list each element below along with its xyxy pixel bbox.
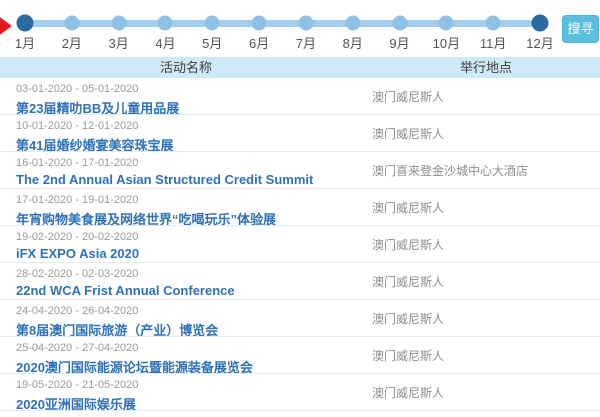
timeline-month-label[interactable]: 4月	[155, 36, 176, 51]
event-name-link[interactable]: 2020澳门国际能源论坛暨能源装备展览会	[16, 360, 253, 373]
timeline-dot-2月[interactable]	[64, 15, 80, 31]
timeline-month-label[interactable]: 3月	[108, 36, 129, 51]
red-arrow-icon	[0, 15, 12, 37]
table-row: 19-02-2020 - 20-02-2020 iFX EXPO Asia 202…	[0, 226, 600, 263]
timeline-dot-11月[interactable]	[485, 15, 501, 31]
timeline-dot-3月[interactable]	[111, 15, 127, 31]
event-venue: 澳门威尼斯人	[372, 200, 445, 215]
timeline-month-label[interactable]: 1月	[14, 36, 36, 51]
event-venue: 澳门威尼斯人	[372, 348, 445, 363]
table-header-row: 活动名称 举行地点	[0, 57, 600, 78]
table-row: 19-05-2020 - 21-05-2020 2020亚洲国际娱乐展 澳门威尼斯人	[0, 374, 600, 411]
event-venue: 澳门威尼斯人	[372, 311, 445, 326]
event-name-link[interactable]: iFX EXPO Asia 2020	[16, 246, 140, 261]
table-row: 10-01-2020 - 12-01-2020 第41届婚纱婚宴美容珠宝展 澳门威尼…	[0, 115, 600, 152]
event-name-link[interactable]: 第41届婚纱婚宴美容珠宝展	[16, 138, 174, 151]
event-name-link[interactable]: 年宵购物美食展及网络世界“吃喝玩乐”体验展	[16, 212, 277, 225]
event-venue: 澳门威尼斯人	[372, 89, 445, 104]
event-dates: 10-01-2020 - 12-01-2020	[16, 120, 139, 132]
timeline-month-label[interactable]: 11月	[479, 36, 507, 51]
timeline-dot-4月[interactable]	[157, 15, 173, 31]
timeline-dot-10月[interactable]	[438, 15, 454, 31]
table-row: 28-02-2020 - 02-03-2020 22nd WCA Frist An…	[0, 263, 600, 300]
timeline-dot-7月[interactable]	[298, 15, 314, 31]
month-timeline: 1月 2月 3月 4月 5月 6月 7月 8月 9月 10月 11月 12月 搜寻	[0, 0, 600, 57]
timeline-month-label[interactable]: 5月	[202, 36, 223, 51]
event-dates: 17-01-2020 - 19-01-2020	[16, 194, 139, 206]
search-button[interactable]: 搜寻	[562, 15, 599, 43]
timeline-dot-6月[interactable]	[251, 15, 267, 31]
table-row: 03-01-2020 - 05-01-2020 第23届精叻BB及儿童用品展 澳门威…	[0, 78, 600, 115]
timeline-track	[25, 20, 540, 27]
timeline-dot-5月[interactable]	[204, 15, 220, 31]
timeline-dot-1月[interactable]	[16, 14, 34, 32]
event-venue: 澳门威尼斯人	[372, 385, 445, 400]
event-venue: 澳门威尼斯人	[372, 274, 445, 289]
timeline-month-label[interactable]: 8月	[342, 36, 363, 51]
event-dates: 19-02-2020 - 20-02-2020	[16, 231, 139, 243]
event-venue: 澳门喜来登金沙城中心大酒店	[372, 163, 529, 178]
table-row: 24-04-2020 - 26-04-2020 第8届澳门国际旅游（产业）博览会 澳…	[0, 300, 600, 337]
event-dates: 03-01-2020 - 05-01-2020	[16, 83, 139, 95]
timeline-dot-12月[interactable]	[531, 14, 549, 32]
timeline-month-label[interactable]: 7月	[295, 36, 317, 51]
events-table: 活动名称 举行地点 03-01-2020 - 05-01-2020 第23届精叻B…	[0, 57, 600, 411]
table-row: 17-01-2020 - 19-01-2020 年宵购物美食展及网络世界“吃喝玩乐…	[0, 189, 600, 226]
event-name-link[interactable]: The 2nd Annual Asian Structured Credit S…	[16, 172, 314, 187]
timeline-month-label[interactable]: 12月	[526, 36, 554, 51]
event-dates: 28-02-2020 - 02-03-2020	[16, 268, 139, 280]
timeline-dot-9月[interactable]	[392, 15, 408, 31]
column-header-event-name: 活动名称	[159, 60, 212, 75]
timeline-month-label[interactable]: 10月	[432, 36, 461, 51]
event-name-link[interactable]: 第23届精叻BB及儿童用品展	[16, 101, 180, 114]
table-body: 03-01-2020 - 05-01-2020 第23届精叻BB及儿童用品展 澳门威…	[0, 78, 600, 411]
event-name-link[interactable]: 22nd WCA Frist Annual Conference	[16, 283, 235, 298]
timeline-month-label[interactable]: 2月	[61, 36, 82, 51]
event-dates: 16-01-2020 - 17-01-2020	[16, 157, 139, 169]
table-row: 16-01-2020 - 17-01-2020 The 2nd Annual As…	[0, 152, 600, 189]
timeline-month-label[interactable]: 6月	[248, 36, 270, 51]
event-venue: 澳门威尼斯人	[372, 237, 445, 252]
event-dates: 25-04-2020 - 27-04-2020	[16, 342, 139, 354]
column-header-venue: 举行地点	[459, 60, 512, 75]
timeline-month-label[interactable]: 9月	[389, 36, 410, 51]
event-dates: 24-04-2020 - 26-04-2020	[16, 305, 139, 317]
event-name-link[interactable]: 第8届澳门国际旅游（产业）博览会	[16, 323, 219, 336]
timeline-dot-8月[interactable]	[345, 15, 361, 31]
event-dates: 19-05-2020 - 21-05-2020	[16, 379, 139, 391]
event-name-link[interactable]: 2020亚洲国际娱乐展	[16, 397, 136, 410]
event-venue: 澳门威尼斯人	[372, 126, 445, 141]
table-row: 25-04-2020 - 27-04-2020 2020澳门国际能源论坛暨能源装备…	[0, 337, 600, 374]
